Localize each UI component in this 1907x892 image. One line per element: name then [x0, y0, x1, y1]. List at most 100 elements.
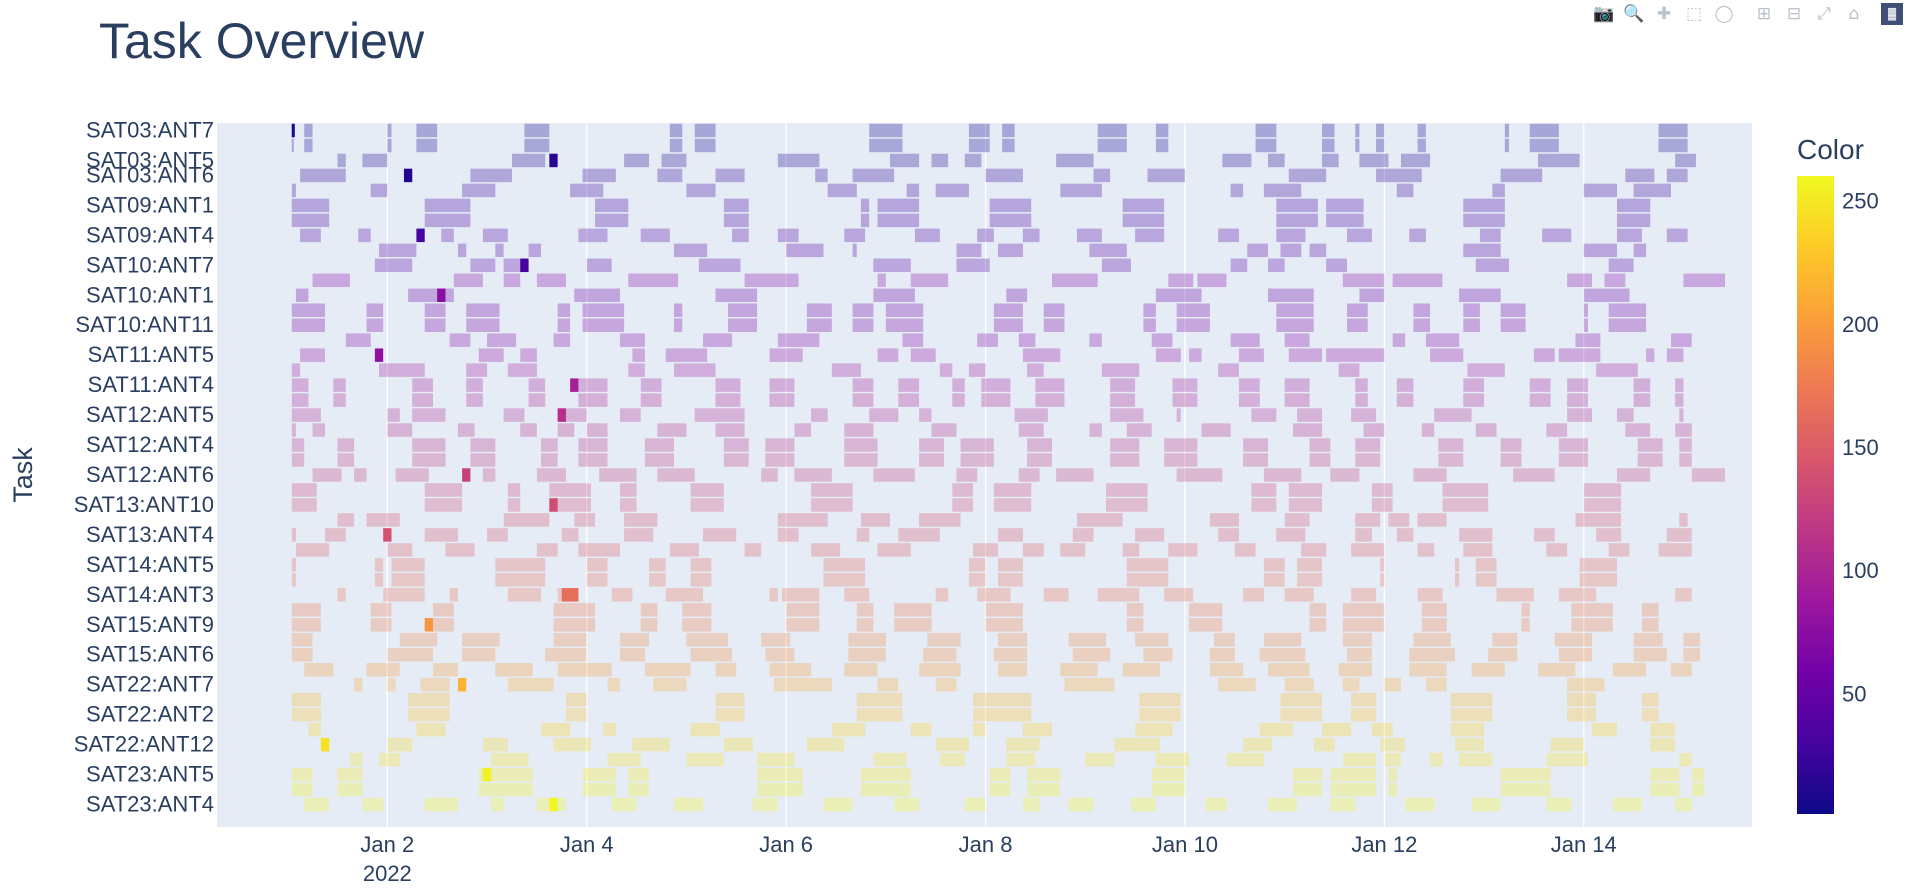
task-bar[interactable] — [727, 303, 758, 317]
task-bar[interactable] — [466, 363, 488, 377]
task-bar[interactable] — [466, 378, 483, 392]
task-bar[interactable] — [582, 318, 625, 332]
task-bar-highlight[interactable] — [570, 378, 579, 392]
task-bar[interactable] — [1297, 408, 1323, 422]
task-bar[interactable] — [603, 722, 616, 737]
task-bar[interactable] — [1276, 198, 1318, 213]
task-bar[interactable] — [1616, 228, 1642, 243]
task-bar[interactable] — [549, 498, 591, 512]
task-bar[interactable] — [786, 618, 820, 632]
task-bar[interactable] — [520, 423, 537, 437]
task-bar[interactable] — [1101, 258, 1131, 273]
task-bar[interactable] — [507, 677, 554, 692]
task-bar[interactable] — [1500, 782, 1551, 797]
task-bar[interactable] — [578, 453, 608, 467]
task-bar[interactable] — [595, 213, 629, 228]
task-bar[interactable] — [1542, 228, 1572, 243]
task-bar[interactable] — [291, 213, 330, 228]
task-bar[interactable] — [1371, 483, 1393, 497]
task-bar[interactable] — [1454, 558, 1460, 572]
task-bar[interactable] — [786, 243, 824, 258]
task-bar[interactable] — [852, 168, 895, 183]
task-bar[interactable] — [1143, 648, 1173, 662]
task-bar[interactable] — [1567, 677, 1605, 692]
task-bar[interactable] — [1230, 333, 1260, 347]
autoscale-icon[interactable]: ⤢ — [1817, 4, 1831, 24]
task-bar[interactable] — [1209, 513, 1239, 527]
task-bar[interactable] — [1263, 573, 1285, 587]
task-bar[interactable] — [1571, 618, 1613, 632]
task-bar[interactable] — [1475, 558, 1497, 572]
task-bar[interactable] — [1135, 528, 1165, 542]
task-bar[interactable] — [619, 483, 637, 497]
task-bar[interactable] — [715, 288, 758, 302]
task-bar-highlight[interactable] — [457, 677, 467, 692]
task-bar[interactable] — [993, 318, 1023, 332]
task-bar[interactable] — [927, 633, 961, 647]
task-bar-highlight[interactable] — [437, 288, 446, 302]
task-bar[interactable] — [1284, 588, 1314, 602]
task-bar[interactable] — [1417, 513, 1447, 527]
task-bar[interactable] — [1675, 423, 1692, 437]
task-bar[interactable] — [1234, 543, 1256, 557]
task-bar[interactable] — [1326, 198, 1364, 213]
task-bar[interactable] — [715, 378, 741, 392]
task-bar[interactable] — [1218, 363, 1239, 377]
task-bar[interactable] — [910, 722, 932, 737]
task-bar[interactable] — [619, 408, 641, 422]
task-bar[interactable] — [786, 273, 799, 288]
task-bar[interactable] — [491, 752, 529, 767]
task-bar[interactable] — [291, 453, 305, 467]
task-bar[interactable] — [1583, 183, 1617, 198]
task-bar[interactable] — [1022, 543, 1044, 557]
task-bar[interactable] — [993, 648, 1028, 662]
task-bar[interactable] — [1675, 378, 1684, 392]
task-bar[interactable] — [354, 677, 363, 692]
task-bar[interactable] — [1691, 782, 1705, 797]
task-bar[interactable] — [1546, 797, 1572, 812]
task-bar[interactable] — [507, 498, 521, 512]
task-bar[interactable] — [715, 707, 745, 722]
task-bar[interactable] — [1670, 333, 1692, 347]
task-bar[interactable] — [694, 138, 716, 153]
task-bar[interactable] — [1633, 183, 1671, 198]
task-bar-highlight[interactable] — [320, 737, 330, 752]
task-bar[interactable] — [1164, 588, 1194, 602]
task-bar[interactable] — [1276, 228, 1306, 243]
task-bar[interactable] — [1355, 138, 1360, 153]
task-bar[interactable] — [1450, 707, 1493, 722]
task-bar[interactable] — [1168, 543, 1198, 557]
task-bar[interactable] — [553, 737, 591, 752]
task-bar[interactable] — [1309, 603, 1327, 617]
task-bar[interactable] — [852, 303, 874, 317]
task-bar[interactable] — [578, 378, 608, 392]
task-bar[interactable] — [998, 633, 1028, 647]
task-bar[interactable] — [769, 378, 795, 392]
task-bar[interactable] — [1135, 722, 1173, 737]
task-bar[interactable] — [1355, 513, 1381, 527]
task-bar[interactable] — [769, 662, 812, 677]
task-bar[interactable] — [715, 662, 737, 677]
lasso-icon[interactable]: ◯ — [1714, 4, 1734, 24]
task-bar[interactable] — [632, 348, 645, 362]
task-bar[interactable] — [607, 677, 620, 692]
task-bar[interactable] — [1616, 213, 1651, 228]
task-bar[interactable] — [291, 393, 309, 407]
task-bar[interactable] — [1500, 168, 1543, 183]
task-bar[interactable] — [877, 198, 920, 213]
task-bar[interactable] — [723, 453, 749, 467]
task-bar[interactable] — [1151, 782, 1185, 797]
task-bar[interactable] — [582, 782, 616, 797]
task-bar[interactable] — [848, 633, 886, 647]
task-bar[interactable] — [628, 782, 650, 797]
task-bar[interactable] — [831, 722, 866, 737]
task-bar[interactable] — [624, 528, 654, 542]
task-bar[interactable] — [985, 603, 1023, 617]
task-bar[interactable] — [769, 348, 803, 362]
task-bar[interactable] — [1006, 752, 1036, 767]
task-bar[interactable] — [860, 513, 890, 527]
task-bar[interactable] — [1546, 752, 1588, 767]
task-bar[interactable] — [690, 573, 712, 587]
task-bar[interactable] — [595, 198, 629, 213]
task-bar[interactable] — [445, 543, 475, 557]
